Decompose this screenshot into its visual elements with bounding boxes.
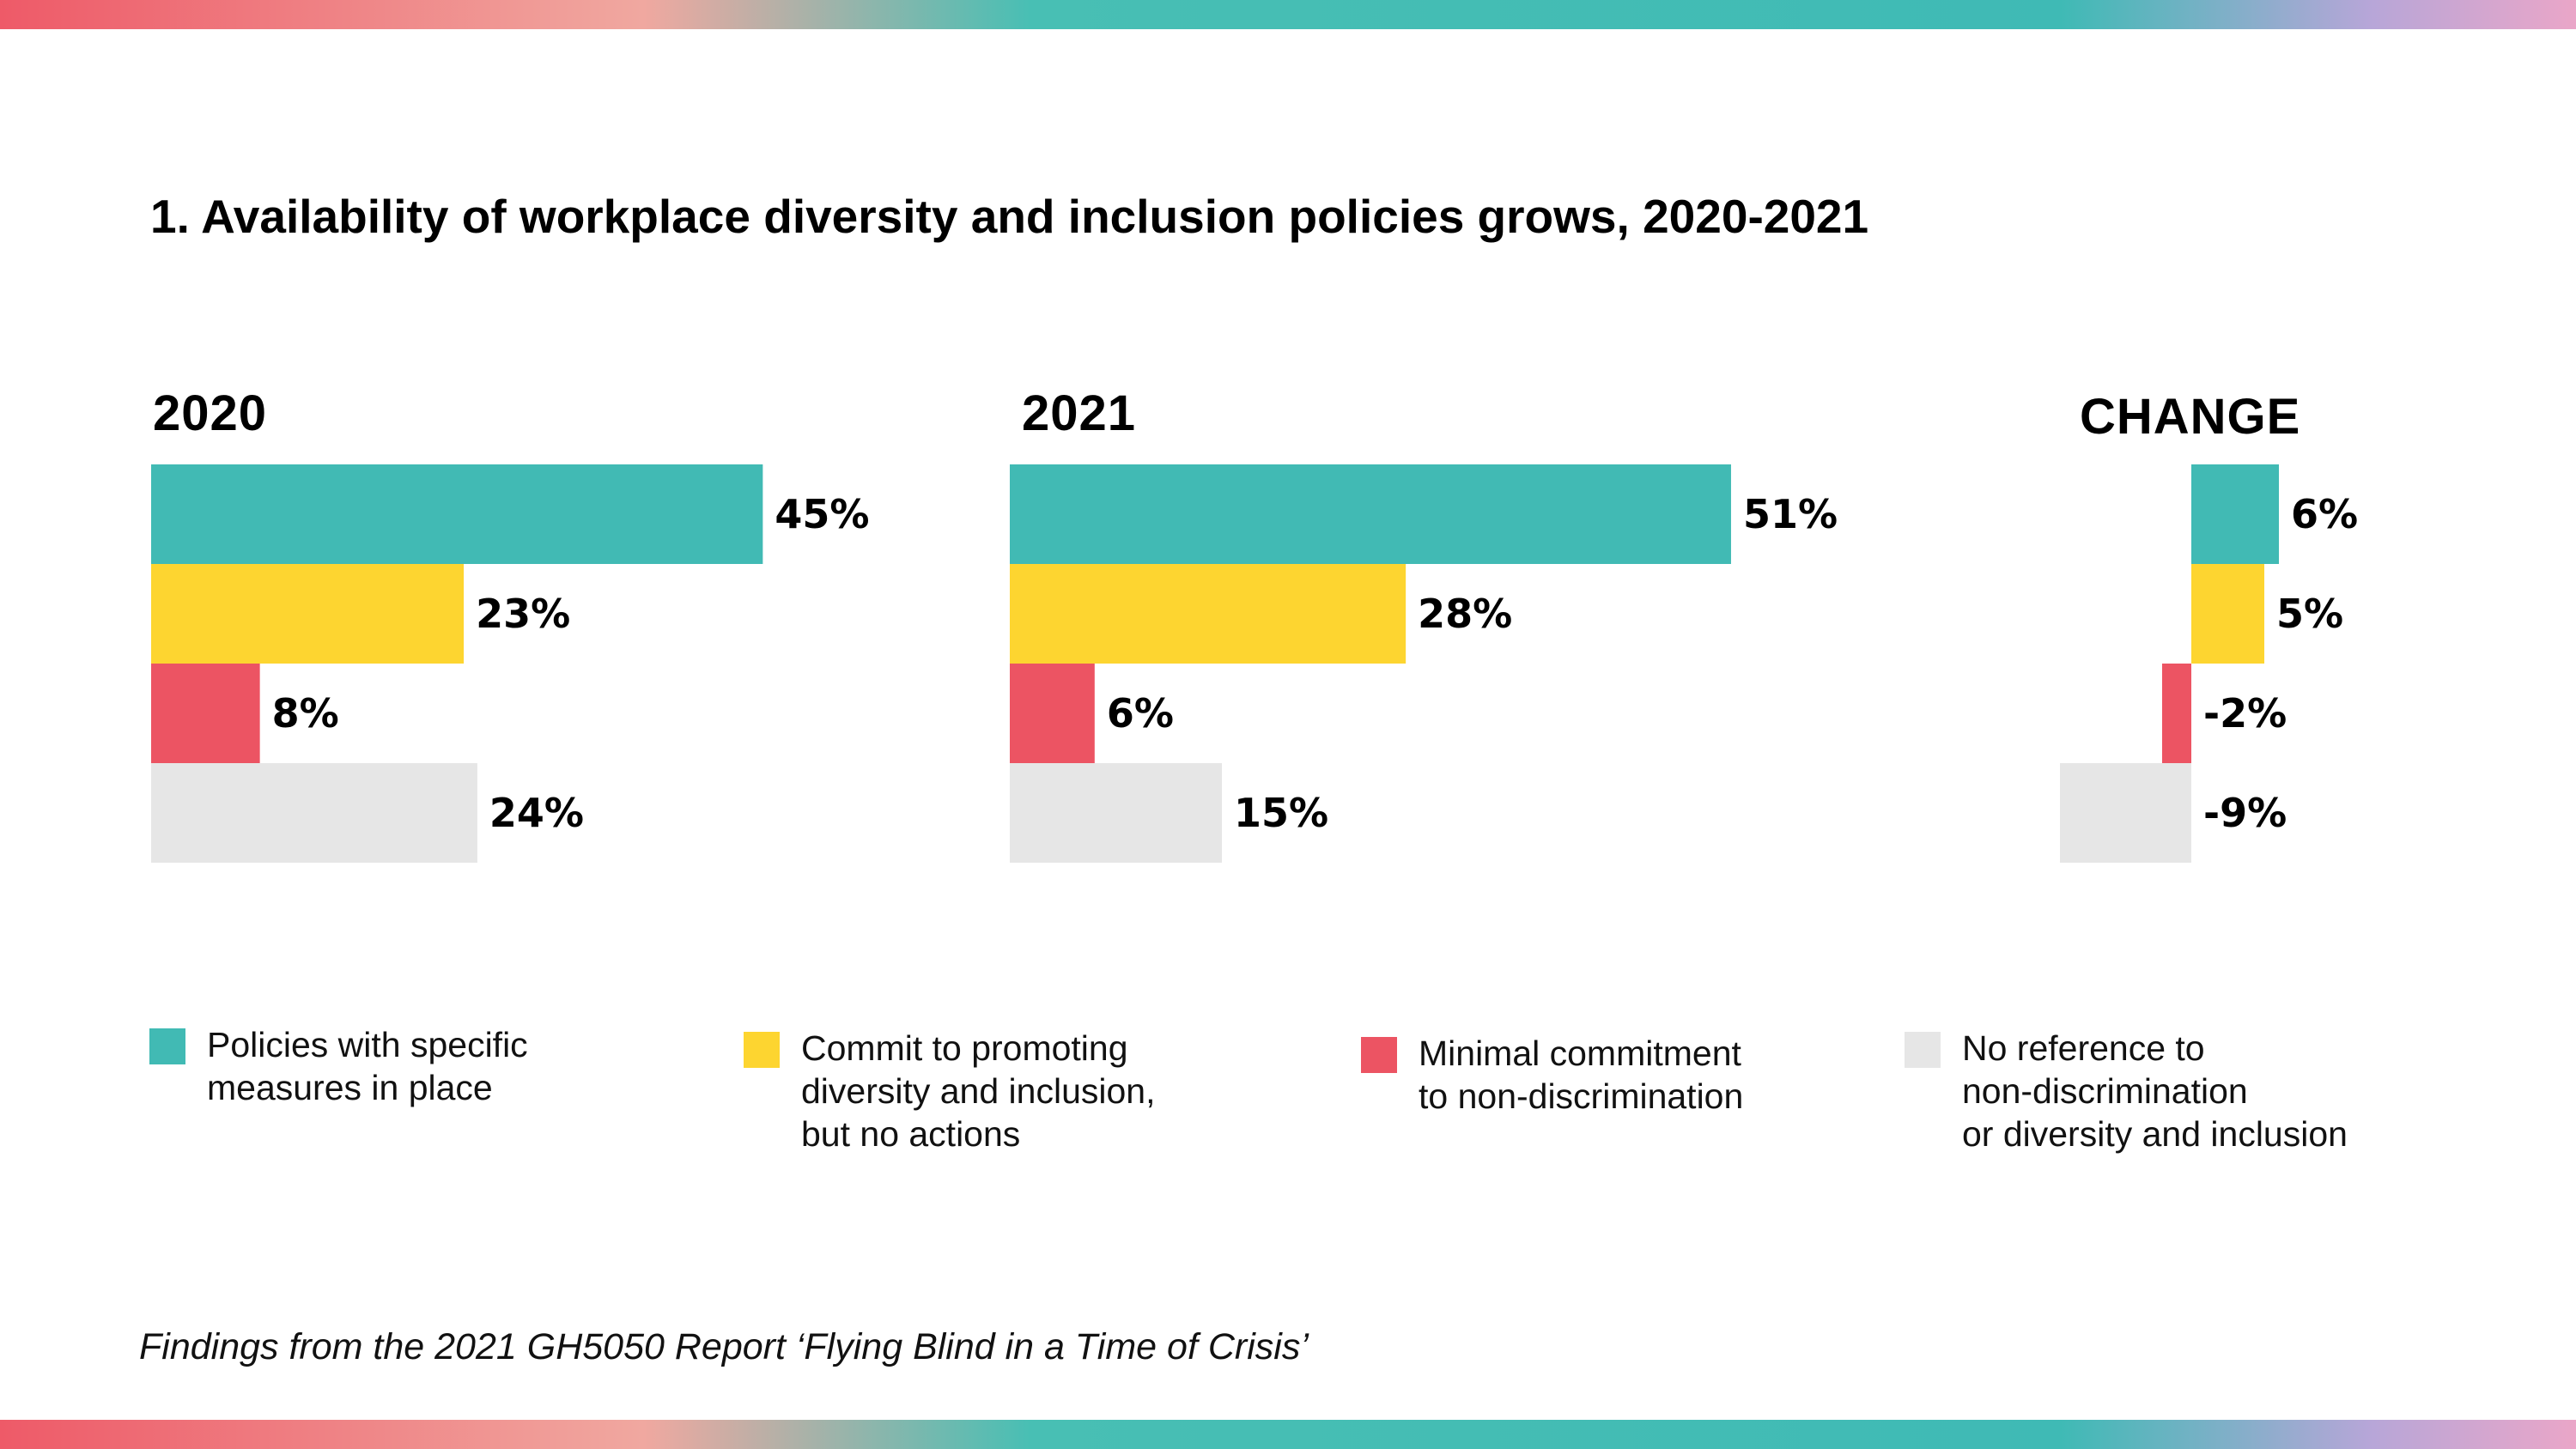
data-label-2021-none: 15% [1234, 790, 1328, 836]
source-footnote: Findings from the 2021 GH5050 Report ‘Fl… [139, 1326, 1309, 1367]
bar-charts: 45% 23% 8% 24% 51% 28% 6% 15% 6% 5% -2% -9% [151, 464, 2358, 863]
bar-change-none [2060, 763, 2191, 863]
top-color-stripe [0, 0, 2576, 29]
data-label-change-none: -9% [2203, 790, 2287, 836]
legend-swatch-commit [744, 1032, 780, 1068]
data-label-2021-policies: 51% [1743, 491, 1838, 537]
bar-change-minimal [2162, 664, 2191, 763]
data-label-change-minimal: -2% [2203, 690, 2287, 737]
legend-item-policies: Policies with specific measures in place [149, 1023, 528, 1109]
panel-heading-2020: 2020 [153, 385, 268, 441]
legend-label-policies: Policies with specific measures in place [207, 1025, 528, 1107]
chart-title: 1. Availability of workplace diversity a… [150, 190, 1869, 243]
data-label-2020-policies: 45% [775, 491, 869, 537]
legend-label-minimal: Minimal commitment to non-discrimination [1419, 1034, 1744, 1116]
bar-2020-commit [151, 564, 465, 664]
legend-item-commit: Commit to promoting diversity and inclus… [744, 1027, 1155, 1155]
bar-change-policies [2191, 464, 2279, 564]
legend-swatch-none [1905, 1032, 1941, 1068]
data-label-2021-minimal: 6% [1107, 690, 1174, 737]
panel-heading-change: CHANGE [2080, 389, 2301, 445]
bar-2020-policies [151, 464, 763, 564]
bar-2021-commit [1010, 564, 1406, 664]
legend-item-none: No reference to non-discrimination or di… [1905, 1027, 2348, 1155]
data-label-2020-minimal: 8% [272, 690, 339, 737]
panel-heading-2021: 2021 [1022, 385, 1137, 441]
data-label-2021-commit: 28% [1418, 591, 1512, 637]
bar-2021-none [1010, 763, 1223, 863]
bar-2021-policies [1010, 464, 1731, 564]
legend-swatch-policies [149, 1028, 185, 1064]
bar-2020-minimal [151, 664, 260, 763]
bar-2020-none [151, 763, 477, 863]
data-label-change-policies: 6% [2291, 491, 2358, 537]
legend-item-minimal: Minimal commitment to non-discrimination [1361, 1032, 1743, 1118]
data-label-change-commit: 5% [2276, 591, 2343, 637]
bottom-color-stripe [0, 1420, 2576, 1449]
bar-2021-minimal [1010, 664, 1095, 763]
legend-label-commit: Commit to promoting diversity and inclus… [801, 1028, 1156, 1154]
data-label-2020-commit: 23% [476, 591, 570, 637]
data-label-2020-none: 24% [489, 790, 584, 836]
legend-label-none: No reference to non-discrimination or di… [1962, 1028, 2348, 1154]
bar-change-commit [2191, 564, 2264, 664]
legend-swatch-minimal [1361, 1037, 1397, 1073]
